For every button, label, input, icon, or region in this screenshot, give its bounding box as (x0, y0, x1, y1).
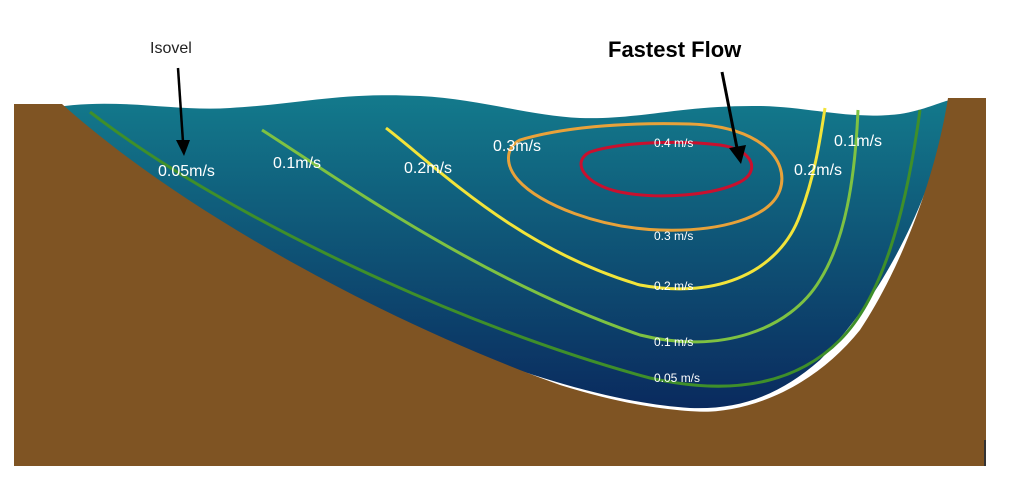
right-bank (700, 98, 986, 466)
label-0.2-right: 0.2m/s (794, 162, 843, 179)
label-0.1-left: 0.1m/s (273, 155, 322, 172)
isovel-0.2 (385, 107, 827, 291)
label-0.3-bottom: 0.3 m/s (654, 229, 694, 243)
water-body (40, 95, 950, 409)
label-0.1-right: 0.1m/s (834, 133, 883, 150)
fastest-flow-annotation: Fastest Flow (608, 37, 742, 62)
label-0.4-core: 0.4 m/s (654, 136, 694, 150)
label-0.1-bottom: 0.1 m/s (654, 335, 694, 349)
isovel-0.3 (507, 122, 784, 232)
fastest-flow-arrow (720, 71, 746, 164)
isovel-0.4 (579, 140, 753, 198)
isovel-annotation: Isovel (150, 40, 192, 57)
isovel-0.1 (261, 109, 860, 344)
label-0.3-left: 0.3m/s (493, 138, 542, 155)
isovel-0.05 (89, 109, 922, 388)
label-0.05-bottom: 0.05 m/s (654, 371, 701, 385)
left-bank (14, 104, 986, 466)
label-0.2-left: 0.2m/s (404, 160, 453, 177)
isovel-arrow (176, 67, 190, 156)
label-0.2-bottom: 0.2 m/s (654, 279, 694, 293)
label-0.05-left: 0.05m/s (158, 163, 215, 180)
